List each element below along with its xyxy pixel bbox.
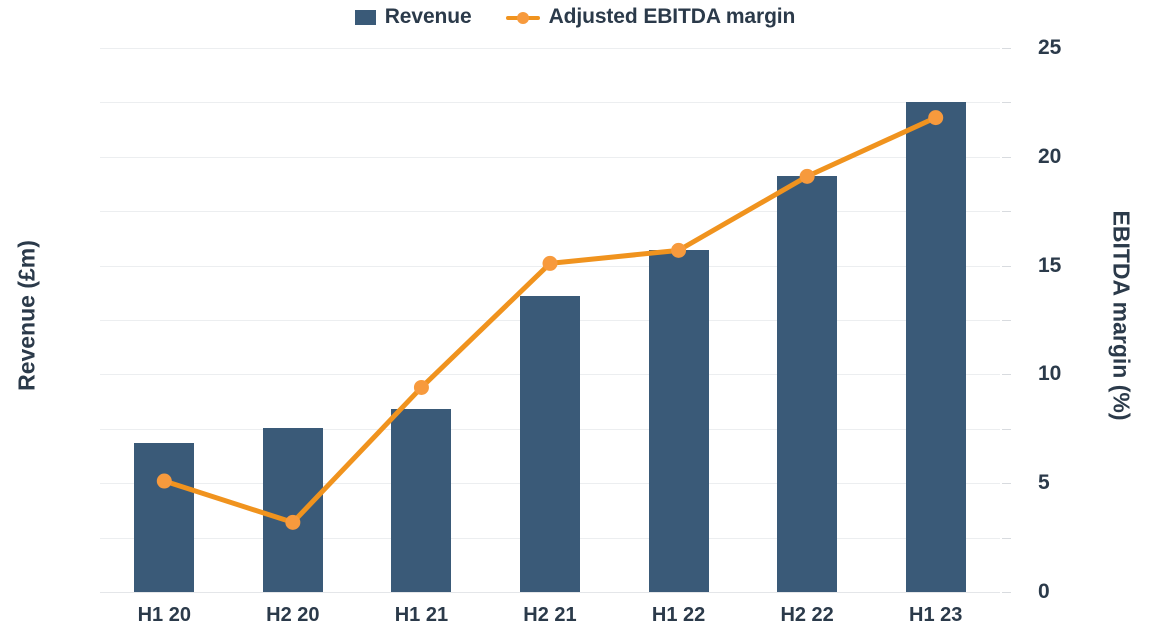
line-point-h2-21[interactable]: H2 21: 15.1%	[542, 255, 558, 271]
y-axis-right-tickmark	[1002, 102, 1011, 104]
y-axis-right-tick-label: 10	[1038, 362, 1062, 386]
chart-legend: Revenue Adjusted EBITDA margin	[0, 2, 1150, 32]
line-marker-icon	[505, 10, 540, 25]
bar-swatch-icon	[354, 9, 376, 25]
bar-h1-20[interactable]	[134, 442, 195, 592]
gridline	[100, 102, 1000, 104]
x-axis-label-h1-23: H1 23	[909, 604, 963, 626]
bar-h1-22[interactable]	[648, 250, 709, 592]
legend-item-ebitda-margin[interactable]: Adjusted EBITDA margin	[505, 5, 796, 29]
gridline	[100, 211, 1000, 213]
line-point-h1-21[interactable]: H1 21: 9.4%	[413, 379, 429, 395]
gridline	[100, 48, 1000, 49]
y-axis-right-tickmark	[1002, 265, 1011, 267]
gridline	[100, 265, 1000, 267]
y-axis-right-tick-label: 0	[1038, 580, 1050, 603]
y-axis-right-tickmark	[1002, 320, 1011, 321]
y-axis-right-tick-label: 5	[1038, 471, 1050, 495]
y-axis-right-title: EBITDA margin (%)	[1108, 210, 1135, 421]
y-axis-right-tickmark	[1002, 156, 1011, 158]
y-axis-right-tickmark	[1002, 374, 1011, 376]
y-axis-right-tickmark	[1002, 592, 1011, 593]
y-axis-right-tick-label: 15	[1038, 253, 1062, 277]
legend-item-revenue[interactable]: Revenue	[354, 5, 472, 29]
gridline	[100, 592, 1000, 593]
x-axis-label-h2-22: H2 22	[780, 604, 834, 626]
x-axis-label-h2-20: H2 20	[266, 604, 320, 626]
x-axis-label-h2-21: H2 21	[523, 604, 577, 626]
y-axis-left-title: Revenue (£m)	[13, 240, 40, 391]
x-axis-label-h1-22: H1 22	[651, 604, 706, 626]
legend-label-revenue: Revenue	[384, 5, 472, 28]
y-axis-right-tick-label: 20	[1038, 144, 1062, 168]
legend-label-ebitda-margin: Adjusted EBITDA margin	[548, 5, 796, 28]
gridline	[100, 156, 1000, 158]
y-axis-right-tickmark	[1002, 483, 1011, 485]
bar-h2-20[interactable]	[262, 427, 323, 592]
bar-h1-21[interactable]	[391, 409, 452, 592]
bar-h2-21[interactable]	[520, 296, 580, 592]
x-axis-label-h1-20: H1 20	[137, 604, 191, 626]
y-axis-right-tickmark	[1002, 428, 1011, 430]
bar-h1-23[interactable]	[905, 102, 966, 592]
y-axis-right-tickmark	[1002, 537, 1011, 539]
y-axis-right-tickmark	[1002, 48, 1011, 49]
bar-h2-22[interactable]	[777, 176, 838, 592]
y-axis-right-tick-label: 25	[1038, 36, 1062, 59]
y-axis-right-tickmark	[1002, 211, 1011, 213]
x-axis-label-h1-21: H1 21	[394, 604, 449, 626]
